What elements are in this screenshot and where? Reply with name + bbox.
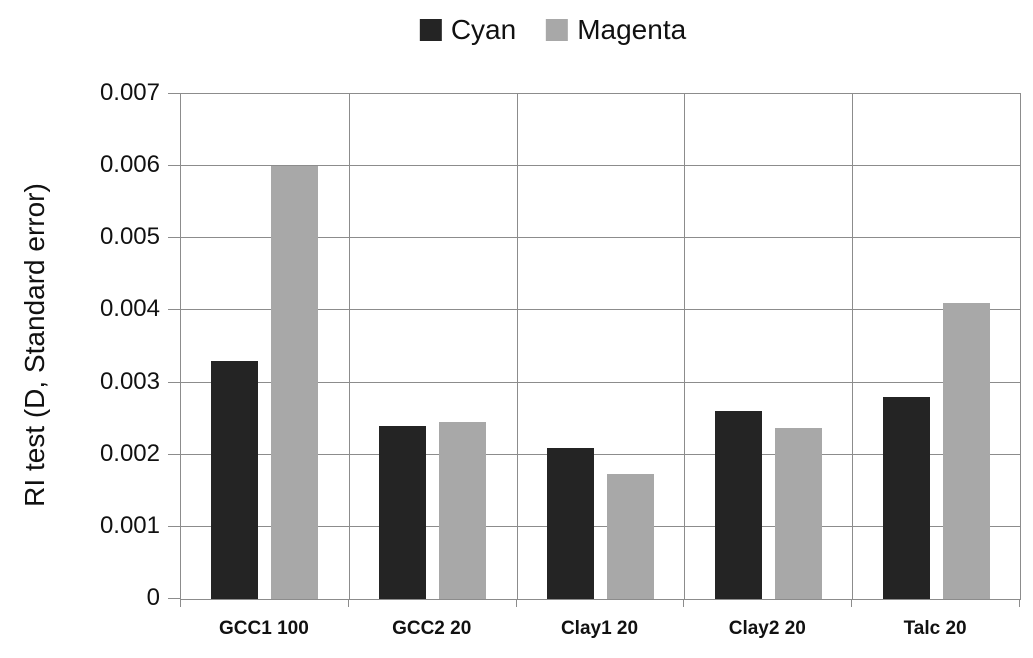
y-tick-label: 0.002	[99, 439, 160, 467]
x-tick-mark	[851, 599, 853, 607]
y-tick-mark	[168, 237, 180, 239]
h-gridline	[181, 309, 1020, 311]
legend-label-magenta: Magenta	[577, 14, 687, 45]
x-category-label: GCC1 100	[219, 618, 309, 639]
legend: Cyan Magenta	[419, 14, 686, 46]
y-tick-label: 0.003	[99, 367, 160, 395]
plot-area	[180, 93, 1021, 600]
bar-magenta-1	[439, 422, 487, 599]
y-tick-mark	[168, 453, 180, 455]
cyan-swatch-icon	[419, 19, 442, 41]
bar-cyan-2	[547, 447, 594, 599]
x-tick-mark	[180, 599, 181, 607]
y-tick-label: 0.004	[99, 295, 160, 323]
bar-magenta-4	[942, 303, 990, 599]
y-tick-mark	[168, 598, 180, 599]
bar-cyan-4	[882, 397, 930, 599]
x-category-label: Talc 20	[903, 618, 967, 639]
y-tick-mark	[168, 381, 180, 383]
y-tick-mark	[168, 525, 180, 527]
h-gridline	[181, 381, 1020, 383]
bar-cyan-3	[714, 411, 762, 599]
x-tick-mark	[515, 599, 517, 607]
h-gridline	[181, 453, 1020, 455]
h-gridline	[181, 165, 1020, 167]
bar-cyan-1	[379, 425, 427, 599]
x-category-label: Clay1 20	[560, 618, 639, 639]
bar-cyan-0	[211, 360, 259, 599]
x-tick-mark	[1019, 599, 1020, 607]
y-tick-label: 0.001	[99, 511, 160, 539]
y-tick-label: 0.007	[99, 79, 160, 106]
y-tick-label: 0.005	[99, 223, 160, 251]
v-gridline	[516, 94, 518, 599]
bar-magenta-0	[271, 166, 319, 599]
y-tick-label: 0	[146, 584, 160, 611]
legend-item-magenta: Magenta	[546, 14, 686, 46]
h-gridline	[181, 237, 1020, 239]
bar-magenta-3	[774, 428, 822, 599]
legend-item-cyan: Cyan	[419, 14, 517, 46]
v-gridline	[348, 94, 350, 599]
x-category-label: Clay2 20	[728, 618, 806, 639]
x-tick-mark	[347, 599, 349, 607]
y-tick-label: 0.006	[99, 151, 160, 179]
x-tick-mark	[683, 599, 685, 607]
h-gridline	[181, 525, 1020, 527]
y-tick-mark	[168, 93, 180, 94]
y-tick-mark	[168, 309, 180, 311]
legend-label-cyan: Cyan	[450, 14, 517, 45]
y-tick-mark	[168, 165, 180, 167]
x-category-label: GCC2 20	[392, 618, 472, 639]
v-gridline	[684, 94, 686, 599]
v-gridline	[852, 94, 854, 599]
magenta-swatch-icon	[546, 19, 569, 41]
bar-magenta-2	[607, 474, 654, 599]
